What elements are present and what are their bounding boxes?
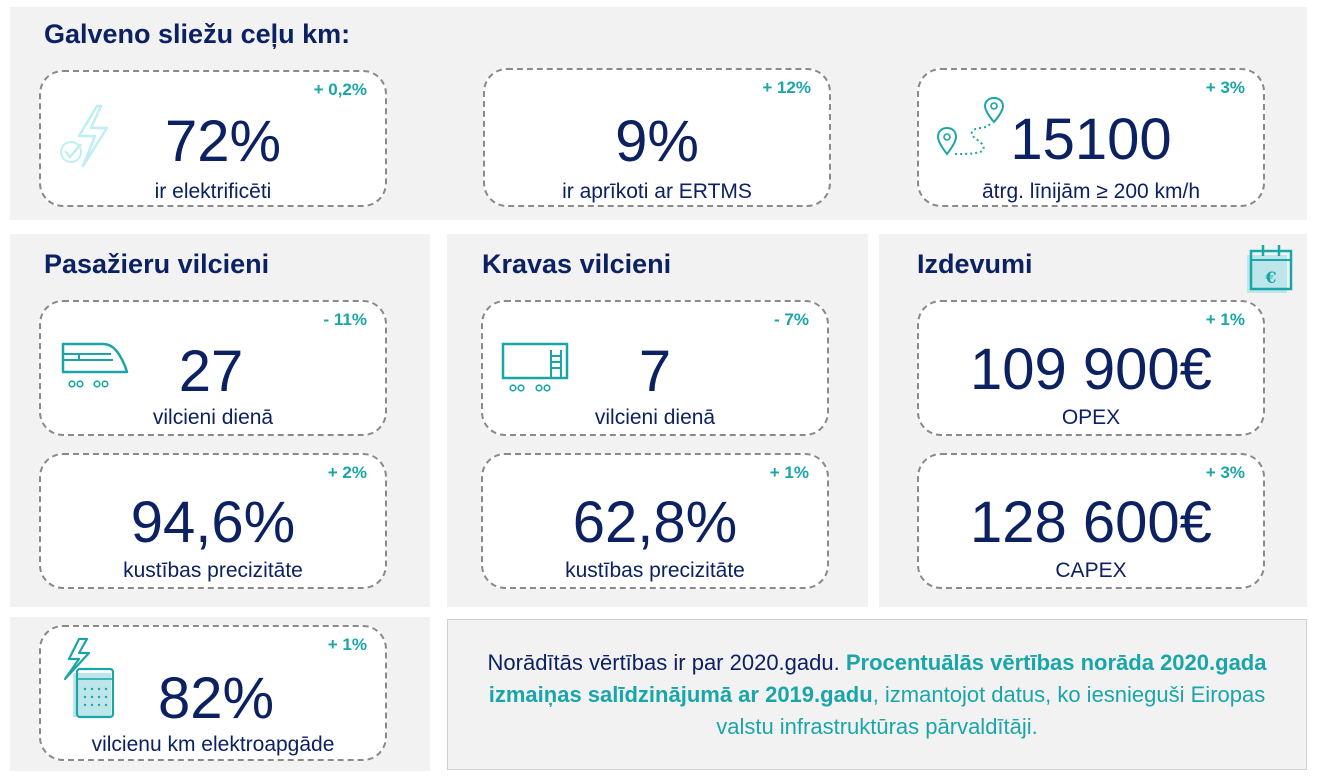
electric-panel: + 1% 82% vilcienu km elektroapgāde bbox=[10, 617, 430, 771]
ertms-value: 9% bbox=[615, 109, 699, 174]
electrified-value: 72% bbox=[164, 109, 282, 174]
freight-punctuality-card: + 1% 62,8% kustības precizitāte bbox=[481, 453, 829, 589]
opex-card: + 1% 109 900€ OPEX bbox=[917, 300, 1265, 436]
freight-punctuality-value: 62,8% bbox=[572, 490, 738, 555]
freight-trains-label: vilcieni dienā bbox=[594, 406, 716, 429]
passenger-trains-value: 27 bbox=[178, 339, 244, 404]
footnote-part3: , izmantojot datus, ko iesnieguši Eiropa… bbox=[716, 681, 1266, 739]
delta-badge: + 0,2% bbox=[313, 80, 367, 99]
opex-value: 109 900€ bbox=[970, 337, 1212, 402]
delta-badge: + 2% bbox=[327, 463, 367, 482]
footnote: Norādītās vērtības ir par 2020.gadu. Pro… bbox=[447, 619, 1307, 770]
electric-card: + 1% 82% vilcienu km elektroapgāde bbox=[39, 625, 387, 761]
delta-badge: + 12% bbox=[762, 78, 811, 97]
ertms-card: + 12% 9% ir aprīkoti ar ERTMS bbox=[483, 68, 831, 207]
delta-badge: - 11% bbox=[323, 310, 367, 329]
highspeed-label: ātrg. līnijām ≥ 200 km/h bbox=[981, 180, 1201, 203]
capex-card: + 3% 128 600€ CAPEX bbox=[917, 453, 1265, 589]
passenger-punctuality-label: kustības precizitāte bbox=[123, 559, 303, 582]
ertms-label: ir aprīkoti ar ERTMS bbox=[562, 180, 752, 203]
freight-panel: Kravas vilcieni - 7% 7 vilcieni dienā + … bbox=[447, 234, 868, 607]
freight-punctuality-label: kustības precizitāte bbox=[565, 559, 745, 582]
track-panel: Galveno sliežu ceļu km: + 0,2% 72% ir el… bbox=[10, 7, 1307, 220]
energy-meter-icon bbox=[63, 637, 115, 719]
passenger-punctuality-card: + 2% 94,6% kustības precizitāte bbox=[39, 453, 387, 589]
footnote-part1: Norādītās vērtības ir par 2020.gadu. bbox=[487, 649, 846, 675]
electric-value: 82% bbox=[157, 666, 275, 731]
passenger-trains-card: - 11% 27 vilcieni dienā bbox=[39, 300, 387, 436]
delta-badge: + 1% bbox=[327, 635, 367, 654]
passenger-punctuality-value: 94,6% bbox=[130, 490, 296, 555]
freight-trains-card: - 7% 7 vilcieni dienā bbox=[481, 300, 829, 436]
electric-label: vilcienu km elektroapgāde bbox=[91, 733, 335, 756]
opex-label: OPEX bbox=[1061, 406, 1121, 429]
highspeed-card: + 3% 15100 ātrg. līnijām ≥ 200 km/h bbox=[917, 68, 1265, 207]
freight-title: Kravas vilcieni bbox=[482, 249, 672, 279]
expenses-panel: Izdevumi € + 1% 109 900€ OPEX + 3% 128 6… bbox=[879, 234, 1307, 607]
passenger-trains-label: vilcieni dienā bbox=[152, 406, 274, 429]
euro-calendar-icon: € bbox=[1247, 245, 1293, 293]
route-pins-icon bbox=[936, 96, 1005, 156]
svg-text:€: € bbox=[1264, 268, 1276, 287]
delta-badge: + 1% bbox=[1205, 310, 1245, 329]
passenger-title: Pasažieru vilcieni bbox=[44, 249, 270, 279]
delta-badge: + 1% bbox=[769, 463, 809, 482]
capex-label: CAPEX bbox=[1055, 559, 1127, 582]
track-title: Galveno sliežu ceļu km: bbox=[44, 19, 351, 49]
passenger-panel: Pasažieru vilcieni - 11% 27 vilcieni die… bbox=[10, 234, 430, 607]
lightning-check-icon bbox=[60, 104, 109, 168]
expenses-title: Izdevumi bbox=[917, 249, 1033, 279]
delta-badge: + 3% bbox=[1205, 78, 1245, 97]
highspeed-value: 15100 bbox=[1010, 107, 1172, 172]
footnote-part2: Procentuālās vērtības norāda 2020.gada i… bbox=[488, 649, 1267, 707]
delta-badge: + 3% bbox=[1205, 463, 1245, 482]
electrified-label: ir elektrificēti bbox=[154, 180, 272, 203]
freight-trains-value: 7 bbox=[638, 339, 672, 404]
electrified-card: + 0,2% 72% ir elektrificēti bbox=[39, 70, 387, 207]
footnote-text: Norādītās vērtības ir par 2020.gadu. Pro… bbox=[462, 647, 1292, 743]
capex-value: 128 600€ bbox=[970, 490, 1212, 555]
passenger-train-icon bbox=[61, 342, 129, 388]
delta-badge: - 7% bbox=[774, 310, 809, 329]
freight-wagon-icon bbox=[501, 342, 569, 392]
